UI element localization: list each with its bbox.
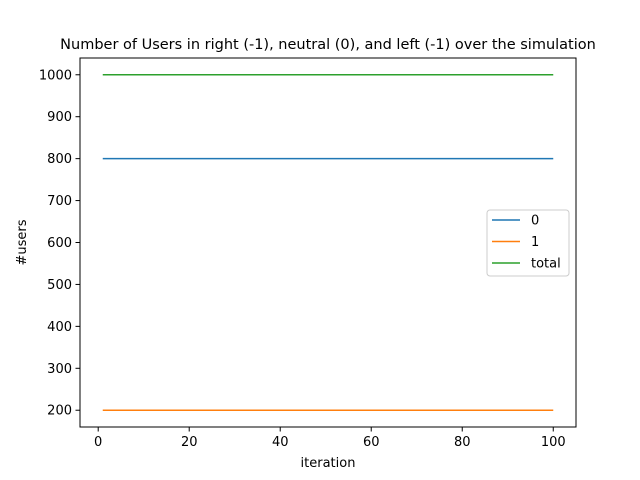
y-tick-label: 400 [47, 320, 72, 335]
y-tick-label: 600 [47, 236, 72, 251]
x-tick-label: 80 [454, 435, 471, 450]
legend: 0 1 total [486, 209, 570, 277]
y-tick-label: 300 [47, 362, 72, 377]
y-tick-label: 800 [47, 152, 72, 167]
y-tick-label: 700 [47, 194, 72, 209]
y-tick-label: 200 [47, 404, 72, 419]
x-axis-label: iteration [301, 456, 356, 471]
legend-label-total: total [531, 257, 561, 272]
x-tick-label: 60 [363, 435, 380, 450]
y-axis-label: #users [15, 219, 30, 265]
x-tick-label: 40 [272, 435, 289, 450]
legend-box [486, 209, 570, 277]
y-axis: 200 300 400 500 600 700 800 900 1000 [39, 68, 80, 419]
y-tick-label: 1000 [39, 68, 72, 83]
x-tick-label: 0 [94, 435, 102, 450]
legend-label-1: 1 [531, 235, 539, 250]
x-tick-label: 100 [541, 435, 566, 450]
x-tick-label: 20 [181, 435, 198, 450]
x-axis: 0 20 40 60 80 100 [94, 427, 566, 450]
chart-title: Number of Users in right (-1), neutral (… [60, 37, 596, 53]
legend-label-0: 0 [531, 214, 539, 229]
plot-lines [102, 74, 554, 411]
y-tick-label: 900 [47, 110, 72, 125]
y-tick-label: 500 [47, 278, 72, 293]
